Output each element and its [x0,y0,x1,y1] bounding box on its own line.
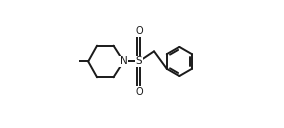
Text: O: O [135,87,143,97]
Text: O: O [135,26,143,36]
Text: S: S [135,56,142,66]
Text: N: N [120,56,128,66]
